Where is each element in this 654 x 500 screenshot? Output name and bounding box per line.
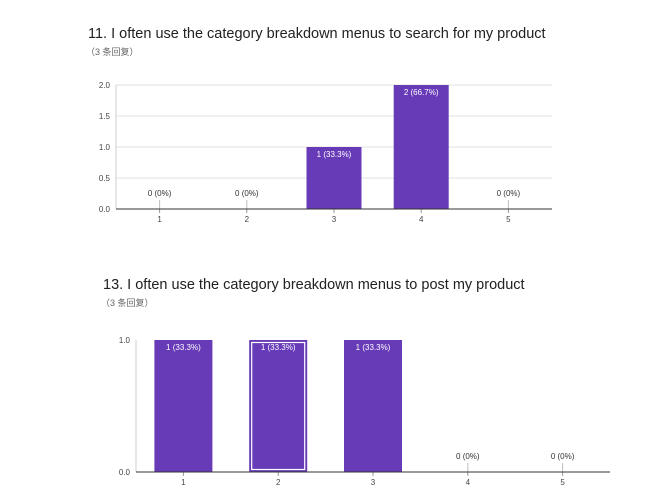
- y-tick-label: 2.0: [99, 81, 111, 90]
- x-tick-label: 4: [466, 478, 471, 487]
- data-label: 1 (33.3%): [166, 343, 201, 352]
- chart-subtitle: （3 条回复）: [101, 298, 154, 308]
- data-label: 0 (0%): [148, 189, 172, 198]
- data-label: 0 (0%): [235, 189, 259, 198]
- x-tick-label: 1: [157, 215, 162, 224]
- bar: [154, 340, 213, 472]
- data-label: 0 (0%): [551, 452, 575, 461]
- data-label: 0 (0%): [497, 189, 521, 198]
- bar-highlight-outline: [251, 341, 306, 471]
- y-tick-label: 1.0: [99, 143, 111, 152]
- chart-title: 11. I often use the category breakdown m…: [88, 26, 546, 42]
- bar-chart-q11: 0.0 0.5 1.0 1.5 2.0 0 (0%) 1 0 (0%) 2 1 (33.3%) 3 2…: [99, 81, 552, 224]
- y-tick-label: 0.0: [99, 205, 111, 214]
- bar: [344, 340, 402, 472]
- bar: [249, 340, 308, 472]
- x-tick-label: 5: [506, 215, 511, 224]
- bar: [306, 147, 362, 209]
- data-label: 0 (0%): [456, 452, 480, 461]
- y-tick-label: 0.0: [119, 468, 131, 477]
- chart-subtitle: （3 条回复）: [86, 47, 139, 57]
- x-tick-label: 2: [245, 215, 250, 224]
- chart-title: 13. I often use the category breakdown m…: [103, 277, 525, 293]
- x-tick-label: 1: [181, 478, 186, 487]
- x-tick-label: 2: [276, 478, 281, 487]
- chart-panel-q11: 11. I often use the category breakdown m…: [86, 26, 552, 224]
- x-tick-label: 4: [419, 215, 424, 224]
- data-label: 1 (33.3%): [261, 343, 296, 352]
- data-label: 1 (33.3%): [356, 343, 391, 352]
- data-label: 2 (66.7%): [404, 88, 439, 97]
- y-tick-label: 0.5: [99, 174, 111, 183]
- x-tick-label: 3: [332, 215, 337, 224]
- bar: [393, 85, 449, 209]
- x-tick-label: 5: [560, 478, 565, 487]
- x-tick-label: 3: [371, 478, 376, 487]
- y-tick-label: 1.5: [99, 112, 111, 121]
- data-label: 1 (33.3%): [317, 150, 352, 159]
- y-tick-label: 1.0: [119, 336, 131, 345]
